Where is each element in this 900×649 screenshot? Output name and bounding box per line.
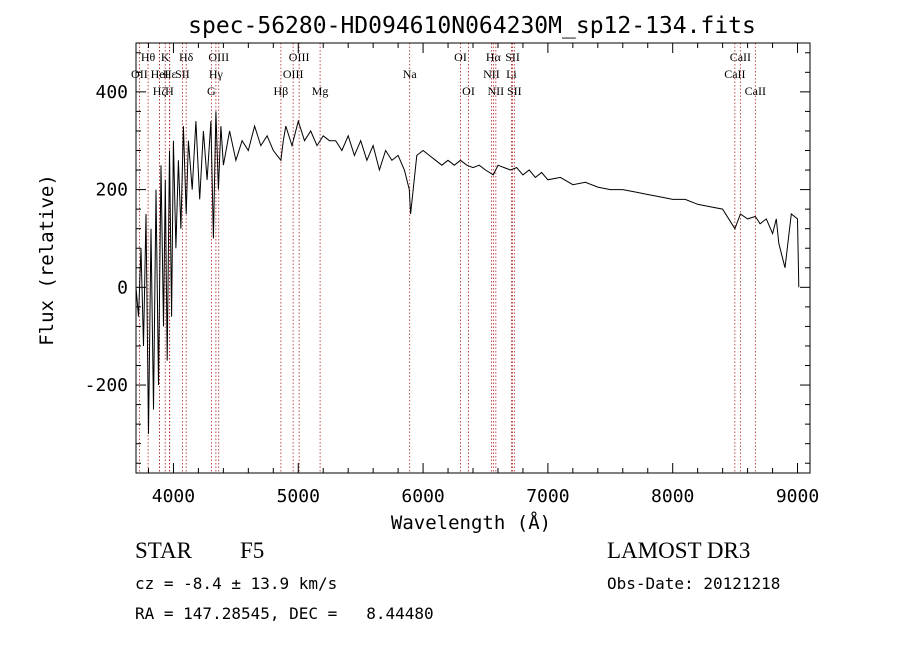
line-label: OIII [283, 67, 304, 81]
line-label: Li [506, 67, 517, 81]
y-tick-label: 0 [117, 277, 128, 298]
line-label: OII [131, 67, 148, 81]
chart-title: spec-56280-HD094610N064230M_sp12-134.fit… [188, 13, 756, 39]
line-label: OIII [208, 50, 229, 64]
line-label: SII [505, 50, 520, 64]
line-label: CaII [745, 84, 766, 98]
line-label: Na [403, 67, 418, 81]
x-tick-label: 4000 [152, 486, 195, 507]
y-tick-label: 400 [95, 82, 128, 103]
line-label: G [207, 84, 216, 98]
line-label: K [161, 50, 170, 64]
line-label: NII [483, 67, 500, 81]
x-tick-label: 5000 [277, 486, 320, 507]
y-axis: -200 0 200 400 [85, 52, 810, 464]
survey-name: LAMOST DR3 [607, 538, 751, 563]
ra-dec: RA = 147.28545, DEC = 8.44480 [135, 604, 434, 623]
line-label: CaII [730, 50, 751, 64]
line-label: OI [462, 84, 475, 98]
object-subclass: F5 [240, 538, 265, 563]
line-label: Hδ [179, 50, 194, 64]
line-label: HeI [151, 67, 169, 81]
y-tick-label: -200 [85, 375, 128, 396]
x-axis: 4000 5000 6000 7000 8000 9000 [147, 43, 819, 507]
y-axis-label: Flux (relative) [36, 174, 58, 346]
line-label: Hθ [141, 50, 156, 64]
x-axis-label: Wavelength (Å) [391, 511, 551, 534]
redshift-cz: cz = -8.4 ± 13.9 km/s [135, 574, 338, 593]
line-label: SII [507, 84, 522, 98]
x-tick-label: 9000 [776, 486, 819, 507]
x-tick-label: 8000 [651, 486, 694, 507]
flux-series [135, 111, 800, 434]
plot-frame [135, 42, 811, 474]
obs-date: Obs-Date: 20121218 [607, 574, 781, 593]
line-label: Hβ [274, 84, 289, 98]
line-label: Hε [163, 67, 177, 81]
x-tick-label: 6000 [401, 486, 444, 507]
line-label: OI [454, 50, 467, 64]
line-label: CaII [724, 67, 745, 81]
object-class: STAR [135, 538, 192, 563]
line-label: OIII [289, 50, 310, 64]
x-tick-label: 7000 [526, 486, 569, 507]
line-label: H [165, 84, 174, 98]
line-label: NII [488, 84, 505, 98]
line-label: SII [175, 67, 190, 81]
line-label: Mg [312, 84, 329, 98]
line-label: Hα [486, 50, 502, 64]
y-tick-label: 200 [95, 180, 128, 201]
line-label: Hζ [153, 84, 167, 98]
line-markers [138, 43, 756, 473]
line-label: Hγ [209, 67, 224, 81]
